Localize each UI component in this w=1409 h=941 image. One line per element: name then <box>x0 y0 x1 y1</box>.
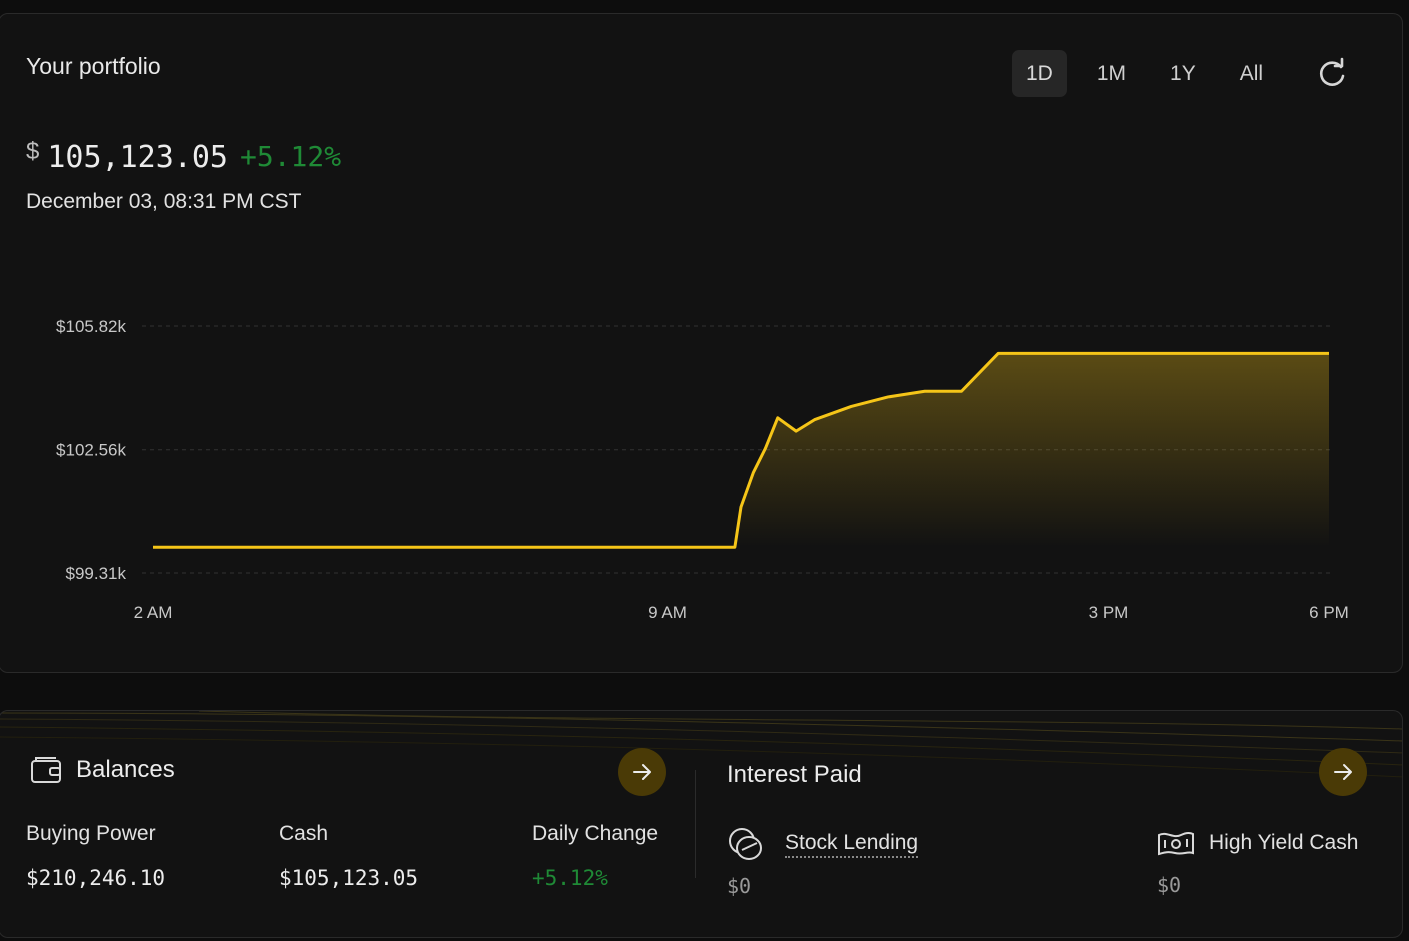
arrow-right-icon <box>1334 764 1352 780</box>
portfolio-chart: $105.82k $102.56k $99.31k 2 AM 9 AM 3 PM 6 PM <box>56 317 1349 622</box>
decorative-waves <box>0 711 1402 778</box>
y-tick-label: $99.31k <box>66 564 127 583</box>
portfolio-amount: 105,123.05 <box>47 140 228 175</box>
balance-label: Daily Change <box>532 822 659 845</box>
y-tick-label: $102.56k <box>56 441 126 460</box>
currency-symbol: $ <box>26 138 40 165</box>
balance-value: $105,123.05 <box>279 866 419 890</box>
balances-title: Balances <box>76 756 175 783</box>
range-tab-all[interactable]: All <box>1239 61 1264 85</box>
interest-title: Interest Paid <box>727 761 862 788</box>
refresh-button[interactable] <box>1314 56 1350 92</box>
balance-value: $210,246.10 <box>26 866 166 890</box>
balance-label: Cash <box>279 822 329 845</box>
stock-lending-value: $0 <box>727 874 752 898</box>
balance-cash: Cash $105,123.05 <box>279 822 418 890</box>
high-yield-cash: High Yield Cash $0 <box>1157 829 1358 897</box>
x-tick-label: 6 PM <box>1309 603 1349 622</box>
range-tab-1m[interactable]: 1M <box>1096 61 1127 85</box>
portfolio-value: $ 105,123.05 +5.12% <box>26 134 341 175</box>
x-tick-label: 9 AM <box>648 603 687 622</box>
high-yield-cash-value: $0 <box>1157 873 1182 897</box>
chart-area <box>734 353 1329 548</box>
portfolio-date: December 03, 08:31 PM CST <box>26 190 302 213</box>
y-tick-label: $105.82k <box>56 317 126 336</box>
portfolio-title: Your portfolio <box>26 53 161 79</box>
arrow-right-icon <box>633 764 651 780</box>
stock-lending: Stock Lending $0 <box>727 826 919 898</box>
balances-header: Balances <box>30 756 175 784</box>
range-tabs: 1D 1M 1Y All <box>1012 50 1293 97</box>
refresh-icon <box>1319 57 1345 86</box>
summary-card <box>0 710 1403 938</box>
banknote-icon <box>1158 832 1194 856</box>
balance-daily-change: Daily Change +5.12% <box>532 822 658 890</box>
high-yield-cash-label: High Yield Cash <box>1209 831 1359 854</box>
portfolio-change: +5.12% <box>239 140 342 173</box>
portfolio-card <box>0 13 1403 673</box>
balances-arrow-button[interactable] <box>618 748 666 796</box>
stock-lending-link[interactable]: Stock Lending <box>785 831 919 858</box>
balance-value: +5.12% <box>532 866 608 890</box>
balance-buying-power: Buying Power $210,246.10 <box>26 822 165 890</box>
balance-label: Buying Power <box>26 822 156 845</box>
section-divider <box>695 770 696 878</box>
wallet-icon <box>31 757 61 783</box>
range-tab-1y[interactable]: 1Y <box>1170 61 1196 85</box>
x-tick-label: 3 PM <box>1089 603 1129 622</box>
coins-icon <box>729 828 762 860</box>
x-tick-label: 2 AM <box>134 603 173 622</box>
chart-line <box>153 351 1329 549</box>
interest-arrow-button[interactable] <box>1319 748 1367 796</box>
range-tab-1d[interactable]: 1D <box>1012 50 1067 97</box>
